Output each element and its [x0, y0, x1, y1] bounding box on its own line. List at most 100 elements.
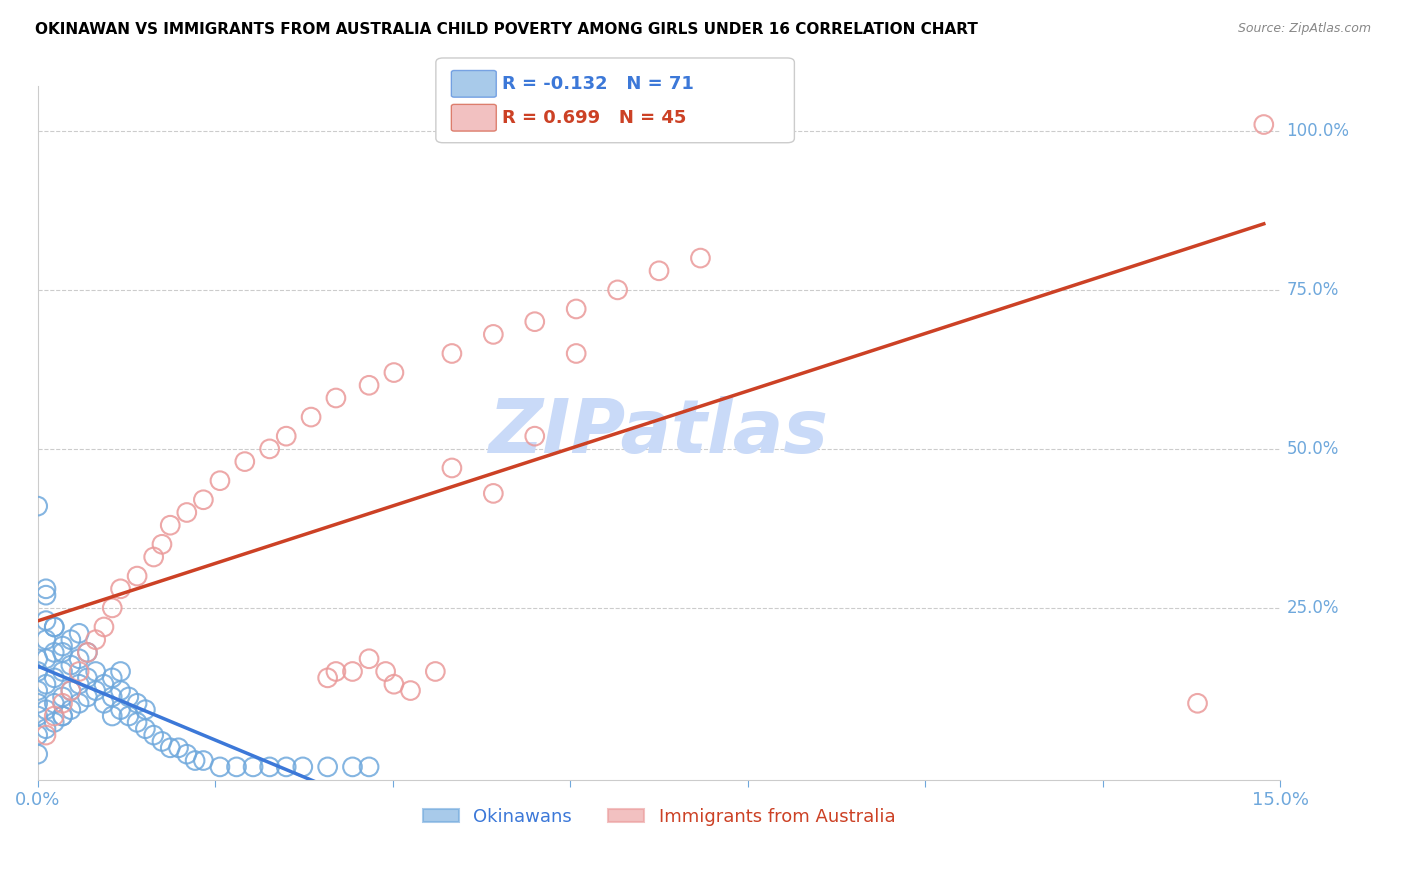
Point [93, 696, 115, 710]
Legend: Okinawans, Immigrants from Australia: Okinawans, Immigrants from Australia [416, 800, 903, 833]
Point [382, 677, 405, 691]
Point [325, 391, 347, 405]
Point [27, 747, 49, 761]
Text: 25.0%: 25.0% [1286, 599, 1339, 617]
Point [118, 690, 141, 704]
Point [110, 582, 132, 596]
Point [101, 690, 124, 704]
Point [374, 665, 396, 679]
Point [208, 474, 231, 488]
Point [44, 696, 66, 710]
Point [565, 301, 588, 316]
Point [440, 346, 463, 360]
Point [342, 665, 364, 679]
Point [242, 760, 264, 774]
Point [84, 632, 107, 647]
Point [76, 690, 98, 704]
Point [51, 645, 73, 659]
Point [101, 709, 124, 723]
Point [523, 315, 546, 329]
Point [35, 722, 58, 736]
Point [150, 537, 173, 551]
Point [357, 760, 380, 774]
Point [316, 760, 339, 774]
Point [27, 696, 49, 710]
Point [325, 665, 347, 679]
Point [93, 677, 115, 691]
Text: R = 0.699   N = 45: R = 0.699 N = 45 [502, 109, 686, 127]
Point [127, 696, 149, 710]
Point [193, 754, 215, 768]
Point [44, 715, 66, 730]
Point [51, 696, 73, 710]
Point [176, 747, 198, 761]
Point [51, 690, 73, 704]
Point [27, 683, 49, 698]
Point [44, 620, 66, 634]
Point [101, 671, 124, 685]
Point [399, 683, 422, 698]
Point [27, 499, 49, 513]
Point [76, 645, 98, 659]
Text: ZIPatlas: ZIPatlas [489, 396, 830, 469]
Point [67, 652, 90, 666]
Point [67, 665, 90, 679]
Text: 50.0%: 50.0% [1286, 440, 1339, 458]
Point [44, 671, 66, 685]
Point [35, 677, 58, 691]
Point [27, 709, 49, 723]
Point [1253, 118, 1275, 132]
Point [134, 722, 156, 736]
Point [193, 492, 215, 507]
Point [259, 760, 281, 774]
Point [127, 569, 149, 583]
Point [316, 671, 339, 685]
Text: OKINAWAN VS IMMIGRANTS FROM AUSTRALIA CHILD POVERTY AMONG GIRLS UNDER 16 CORRELA: OKINAWAN VS IMMIGRANTS FROM AUSTRALIA CH… [35, 22, 979, 37]
Point [259, 442, 281, 456]
Point [142, 728, 165, 742]
Point [225, 760, 247, 774]
Point [51, 709, 73, 723]
Point [357, 378, 380, 392]
Point [134, 703, 156, 717]
Point [276, 760, 298, 774]
Point [67, 626, 90, 640]
Point [44, 709, 66, 723]
Point [523, 429, 546, 443]
Text: 75.0%: 75.0% [1286, 281, 1339, 299]
Point [76, 671, 98, 685]
Point [482, 486, 505, 500]
Point [606, 283, 628, 297]
Point [35, 728, 58, 742]
Point [110, 683, 132, 698]
Point [35, 588, 58, 602]
Point [233, 454, 256, 468]
Text: Source: ZipAtlas.com: Source: ZipAtlas.com [1237, 22, 1371, 36]
Point [27, 665, 49, 679]
Point [110, 665, 132, 679]
Point [648, 264, 671, 278]
Point [299, 410, 322, 425]
Point [27, 728, 49, 742]
Point [59, 683, 82, 698]
Point [382, 366, 405, 380]
Point [67, 696, 90, 710]
Point [93, 620, 115, 634]
Point [1187, 696, 1209, 710]
Point [101, 600, 124, 615]
Point [482, 327, 505, 342]
Point [44, 645, 66, 659]
Point [84, 665, 107, 679]
Point [342, 760, 364, 774]
Text: R = -0.132   N = 71: R = -0.132 N = 71 [502, 75, 693, 93]
Point [565, 346, 588, 360]
Point [35, 632, 58, 647]
Point [27, 652, 49, 666]
Point [159, 518, 181, 533]
Point [208, 760, 231, 774]
Point [35, 614, 58, 628]
Point [357, 652, 380, 666]
Point [176, 506, 198, 520]
Point [150, 734, 173, 748]
Point [689, 251, 711, 265]
